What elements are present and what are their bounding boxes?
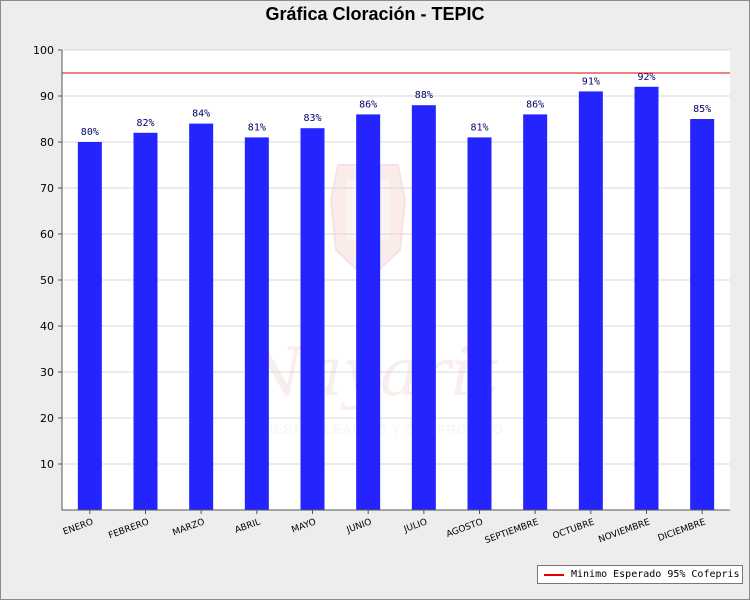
y-tick-label: 100 — [33, 44, 54, 57]
data-label: 83% — [303, 113, 321, 124]
data-label: 86% — [526, 99, 544, 110]
data-label: 92% — [637, 72, 655, 83]
data-label: 80% — [81, 127, 99, 138]
data-label: 81% — [248, 122, 266, 133]
y-tick-label: 70 — [40, 182, 54, 195]
x-tick-label: JULIO — [402, 517, 429, 535]
x-tick-label: SEPTIEMBRE — [484, 517, 541, 546]
data-label: 81% — [470, 122, 488, 133]
bar-noviembre — [634, 86, 659, 511]
bar-marzo — [189, 123, 214, 510]
x-tick-label: NOVIEMBRE — [597, 517, 651, 545]
x-tick-label: JUNIO — [345, 517, 374, 536]
chart-title: Gráfica Cloración - TEPIC — [265, 4, 485, 24]
bar-enero — [77, 142, 102, 510]
x-tick-label: ABRIL — [234, 517, 262, 535]
x-tick-label: MARZO — [171, 517, 206, 538]
y-tick-label: 90 — [40, 90, 54, 103]
bar-abril — [244, 137, 269, 510]
data-label: 82% — [136, 118, 154, 129]
grid-lines — [62, 49, 730, 465]
bars — [77, 86, 715, 511]
y-tick-label: 20 — [40, 412, 54, 425]
bar-julio — [411, 105, 436, 510]
bar-diciembre — [690, 119, 715, 510]
legend: Minimo Esperado 95% Cofepris — [537, 565, 743, 584]
x-tick-label: AGOSTO — [445, 517, 484, 540]
bar-mayo — [300, 128, 325, 510]
data-label: 85% — [693, 104, 711, 115]
legend-swatch-reference — [544, 573, 564, 576]
bar-octubre — [578, 91, 603, 511]
x-tick-label: ENERO — [62, 517, 95, 537]
y-tick-label: 80 — [40, 136, 54, 149]
x-tick-label: FEBRERO — [107, 517, 150, 541]
data-label: 84% — [192, 109, 210, 120]
data-labels: 80% 82% 84% 81% 83% 86% 88% 81% 86% 91% 92% 85% — [81, 72, 711, 138]
bar-febrero — [133, 132, 158, 511]
y-tick-label: 50 — [40, 274, 54, 287]
x-tick-labels: ENERO FEBRERO MARZO ABRIL MAYO JUNIO JULIO AGOS… — [62, 510, 708, 546]
y-tick-label: 60 — [40, 228, 54, 241]
y-tick-label: 30 — [40, 366, 54, 379]
x-tick-label: MAYO — [290, 517, 317, 535]
bar-septiembre — [523, 114, 548, 511]
data-label: 86% — [359, 99, 377, 110]
bar-junio — [356, 114, 381, 511]
y-tick-labels: 10 20 30 40 50 60 70 80 90 100 — [33, 44, 62, 471]
data-label: 91% — [582, 76, 600, 87]
bar-agosto — [467, 137, 492, 510]
y-tick-label: 10 — [40, 458, 54, 471]
x-tick-label: OCTUBRE — [551, 517, 596, 541]
legend-label-reference: Minimo Esperado 95% Cofepris — [571, 569, 740, 580]
x-tick-label: DICIEMBRE — [657, 517, 708, 544]
y-tick-label: 40 — [40, 320, 54, 333]
data-label: 88% — [415, 90, 433, 101]
